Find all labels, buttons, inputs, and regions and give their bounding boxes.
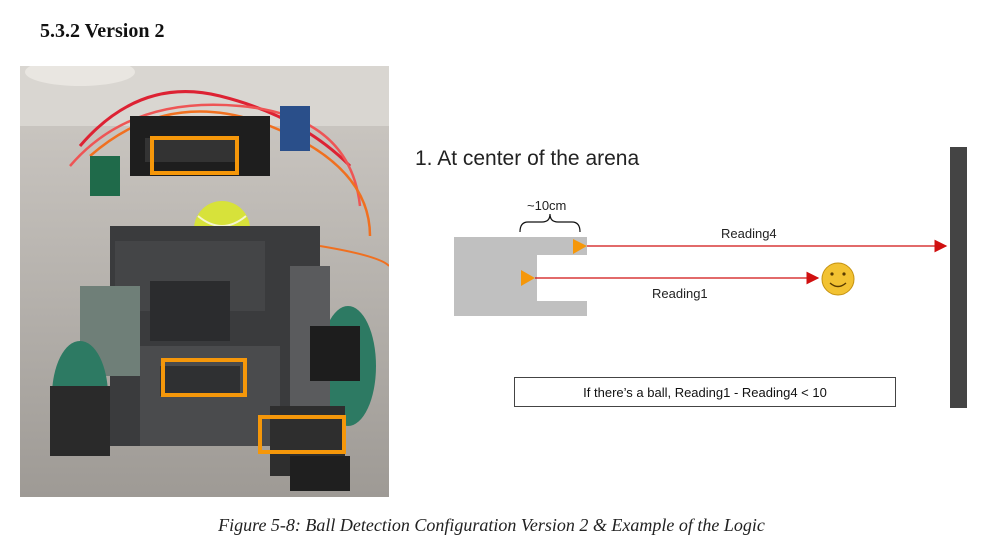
formula-text: If there’s a ball, Reading1 - Reading4 <… [583, 385, 827, 400]
robot-body-shape [454, 237, 587, 316]
distance-label: ~10cm [527, 198, 566, 213]
reading4-label: Reading4 [721, 226, 777, 241]
arena-wall [950, 147, 967, 408]
ball-smiley-icon [822, 263, 854, 295]
formula-box: If there’s a ball, Reading1 - Reading4 <… [514, 377, 896, 407]
figure-caption: Figure 5-8: Ball Detection Configuration… [0, 515, 983, 536]
robot-photo [20, 66, 389, 497]
distance-brace [520, 214, 580, 232]
reading1-label: Reading1 [652, 286, 708, 301]
section-heading: 5.3.2 Version 2 [40, 20, 164, 43]
